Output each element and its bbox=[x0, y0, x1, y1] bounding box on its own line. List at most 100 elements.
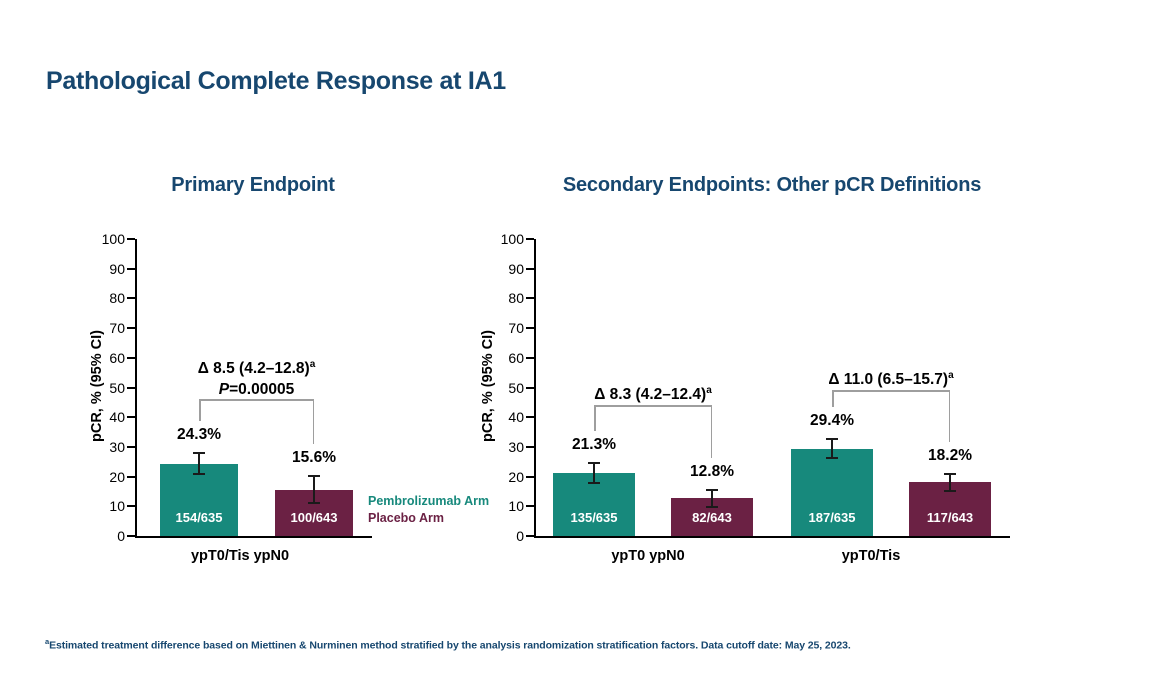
comparison-bracket-left-leg bbox=[832, 390, 834, 408]
delta-annotation: Δ 11.0 (6.5–15.7)a bbox=[828, 366, 953, 390]
y-tick-label: 30 bbox=[508, 438, 524, 455]
error-bar-cap-bottom bbox=[706, 505, 718, 508]
y-tick bbox=[526, 297, 534, 300]
delta-label: Δ 8.5 (4.2–12.8)a bbox=[197, 359, 316, 378]
y-tick-label: 20 bbox=[508, 468, 524, 485]
percent-label: 12.8% bbox=[690, 463, 734, 481]
bar-count-label: 187/635 bbox=[808, 510, 856, 525]
legend-item-pembrolizumab-arm: Pembrolizumab Arm bbox=[368, 494, 490, 508]
y-tick-label: 90 bbox=[508, 260, 524, 277]
comparison-bracket-top bbox=[594, 405, 712, 407]
y-tick bbox=[526, 356, 534, 359]
x-category-label: ypT0/Tis ypN0 bbox=[190, 548, 290, 564]
y-tick bbox=[526, 386, 534, 389]
y-tick-label: 40 bbox=[109, 409, 125, 426]
y-tick bbox=[526, 238, 534, 240]
error-bar-line bbox=[313, 476, 315, 503]
y-axis-title: pCR, % (95% CI) bbox=[480, 330, 496, 442]
error-bar-line bbox=[198, 453, 200, 474]
y-tick-label: 70 bbox=[109, 320, 125, 337]
y-tick-label: 10 bbox=[508, 498, 524, 515]
y-tick-label: 0 bbox=[117, 528, 125, 544]
percent-label: 15.6% bbox=[292, 449, 336, 467]
comparison-bracket-top bbox=[199, 399, 314, 401]
y-tick bbox=[127, 445, 135, 448]
footnote-text: Estimated treatment difference based on … bbox=[49, 639, 851, 652]
footnote: aEstimated treatment difference based on… bbox=[45, 637, 851, 652]
y-tick-label: 50 bbox=[109, 379, 125, 396]
bar-count-label: 135/635 bbox=[570, 510, 618, 525]
y-tick-label: 60 bbox=[508, 349, 524, 366]
error-bar-cap-bottom bbox=[588, 481, 600, 484]
error-bar-cap-top bbox=[308, 475, 320, 478]
y-axis bbox=[135, 239, 137, 538]
bar-count-label: 82/643 bbox=[692, 510, 732, 525]
y-tick-label: 20 bbox=[109, 468, 125, 485]
y-axis bbox=[534, 239, 536, 538]
y-tick-label: 100 bbox=[101, 231, 125, 247]
y-tick-label: 50 bbox=[508, 379, 524, 396]
bar-count-label: 154/635 bbox=[175, 510, 223, 525]
error-bar-cap-top bbox=[193, 452, 205, 455]
comparison-bracket-right-leg bbox=[948, 390, 950, 442]
y-tick bbox=[526, 445, 534, 448]
error-bar-cap-bottom bbox=[826, 456, 838, 459]
y-tick bbox=[127, 535, 135, 537]
legend: Pembrolizumab Arm Placebo Arm bbox=[368, 493, 489, 527]
y-tick bbox=[526, 327, 534, 330]
error-bar-cap-top bbox=[826, 438, 838, 441]
error-bar-line bbox=[831, 439, 833, 458]
x-axis bbox=[135, 536, 372, 538]
error-bar-line bbox=[949, 473, 951, 491]
comparison-bracket-right-leg bbox=[710, 405, 712, 459]
y-tick-label: 100 bbox=[500, 231, 524, 247]
legend-item-placebo-arm: Placebo Arm bbox=[368, 511, 444, 525]
footnote-superscript: a bbox=[45, 637, 50, 646]
y-tick bbox=[526, 267, 534, 270]
error-bar-cap-top bbox=[588, 461, 600, 464]
error-bar-cap-top bbox=[706, 489, 718, 492]
bar-count-label: 117/643 bbox=[926, 510, 974, 525]
error-bar-cap-bottom bbox=[193, 472, 205, 475]
error-bar-line bbox=[711, 490, 713, 507]
y-tick bbox=[526, 505, 534, 508]
error-bar-cap-bottom bbox=[308, 501, 320, 504]
comparison-bracket-top bbox=[832, 390, 950, 392]
y-tick bbox=[127, 505, 135, 508]
delta-label: Δ 8.3 (4.2–12.4)a bbox=[594, 385, 712, 404]
error-bar-line bbox=[593, 462, 595, 483]
x-axis bbox=[534, 536, 1010, 538]
y-tick-label: 90 bbox=[109, 260, 125, 277]
comparison-bracket-left-leg bbox=[594, 405, 596, 431]
p-value-label: P=0.00005 bbox=[218, 380, 295, 398]
percent-label: 29.4% bbox=[810, 412, 854, 430]
y-tick-label: 30 bbox=[109, 438, 125, 455]
pembrolizumab-bar bbox=[791, 448, 873, 536]
y-tick-label: 0 bbox=[516, 528, 524, 544]
x-category-label: ypT0 ypN0 bbox=[611, 548, 685, 564]
bar-count-label: 100/643 bbox=[290, 510, 338, 525]
y-tick bbox=[526, 416, 534, 419]
delta-label: Δ 11.0 (6.5–15.7)a bbox=[828, 370, 954, 389]
y-tick-label: 60 bbox=[109, 349, 125, 366]
chart-subtitle-primary-endpoint: Primary Endpoint bbox=[171, 174, 335, 196]
y-tick bbox=[127, 327, 135, 330]
y-tick bbox=[127, 475, 135, 478]
error-bar-cap-top bbox=[944, 472, 956, 475]
y-tick-label: 70 bbox=[508, 320, 524, 337]
pembrolizumab-bar bbox=[160, 463, 238, 536]
y-tick-label: 80 bbox=[109, 290, 125, 307]
delta-annotation: Δ 8.3 (4.2–12.4)a bbox=[594, 381, 712, 405]
y-tick bbox=[127, 356, 135, 359]
y-tick bbox=[127, 386, 135, 389]
percent-label: 18.2% bbox=[928, 446, 972, 464]
y-tick bbox=[526, 535, 534, 537]
comparison-bracket-right-leg bbox=[312, 399, 314, 445]
comparison-bracket-left-leg bbox=[199, 399, 201, 422]
percent-label: 24.3% bbox=[177, 426, 221, 444]
y-tick bbox=[526, 475, 534, 478]
y-tick bbox=[127, 297, 135, 300]
y-tick-label: 40 bbox=[508, 409, 524, 426]
y-axis-title: pCR, % (95% CI) bbox=[89, 330, 105, 442]
